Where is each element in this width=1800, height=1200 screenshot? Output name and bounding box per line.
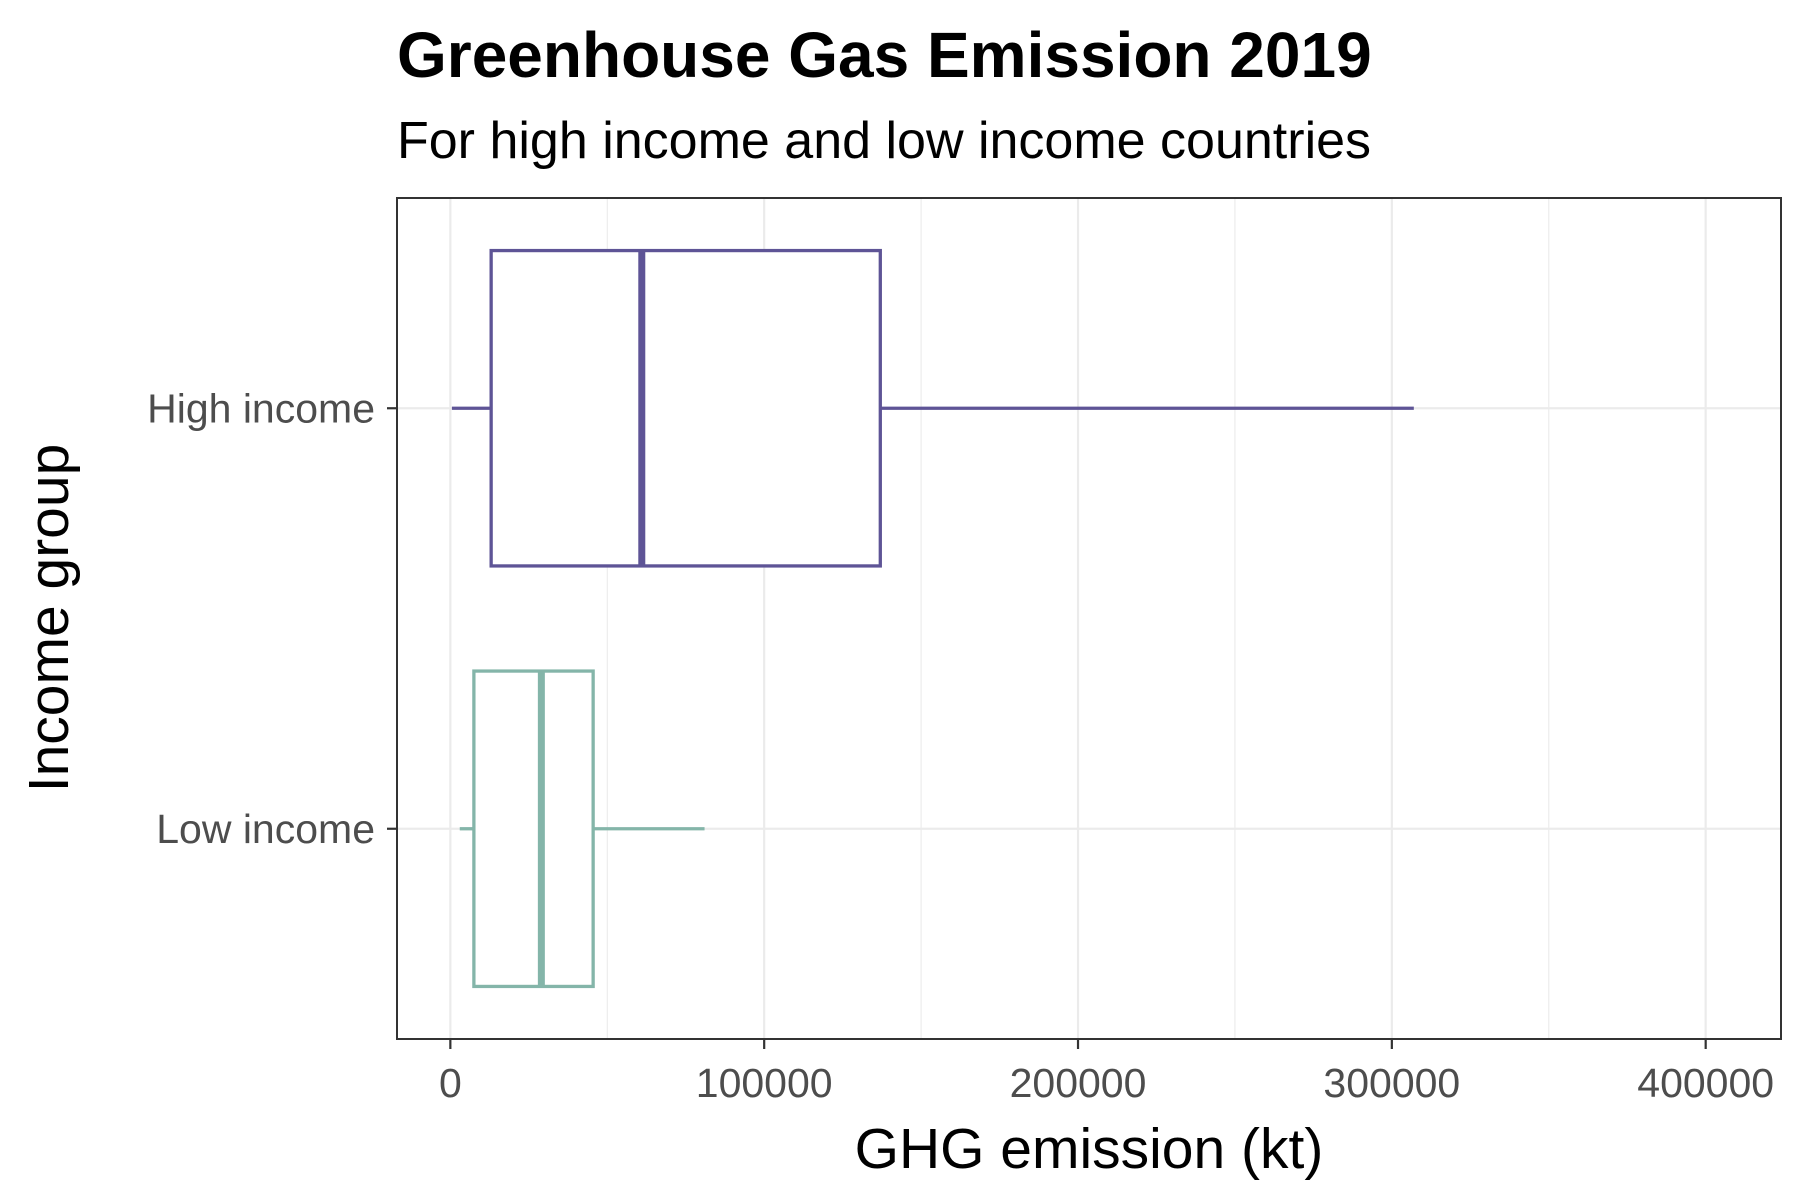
box-body [489, 248, 882, 568]
x-tick-label: 0 [439, 1060, 462, 1106]
y-tick-label: High income [147, 385, 375, 431]
y-tick-label: Low income [156, 806, 375, 852]
x-tick-label: 100000 [696, 1060, 833, 1106]
x-axis-ticks: 0 100000 200000 300000 400000 [439, 1039, 1774, 1106]
box-body [472, 669, 595, 989]
chart-title: Greenhouse Gas Emission 2019 [397, 19, 1372, 91]
x-tick-label: 300000 [1323, 1060, 1460, 1106]
y-axis-title: Income group [17, 444, 81, 793]
x-tick-label: 400000 [1637, 1060, 1774, 1106]
box-high-income [451, 248, 1414, 568]
panel-border [396, 197, 1782, 1040]
boxes [451, 248, 1414, 989]
box-low-income [459, 669, 705, 989]
chart-subtitle: For high income and low income countries [397, 112, 1371, 170]
y-axis-ticks: High income Low income [147, 385, 397, 852]
x-tick-label: 200000 [1010, 1060, 1147, 1106]
x-axis-title: GHG emission (kt) [855, 1117, 1324, 1181]
